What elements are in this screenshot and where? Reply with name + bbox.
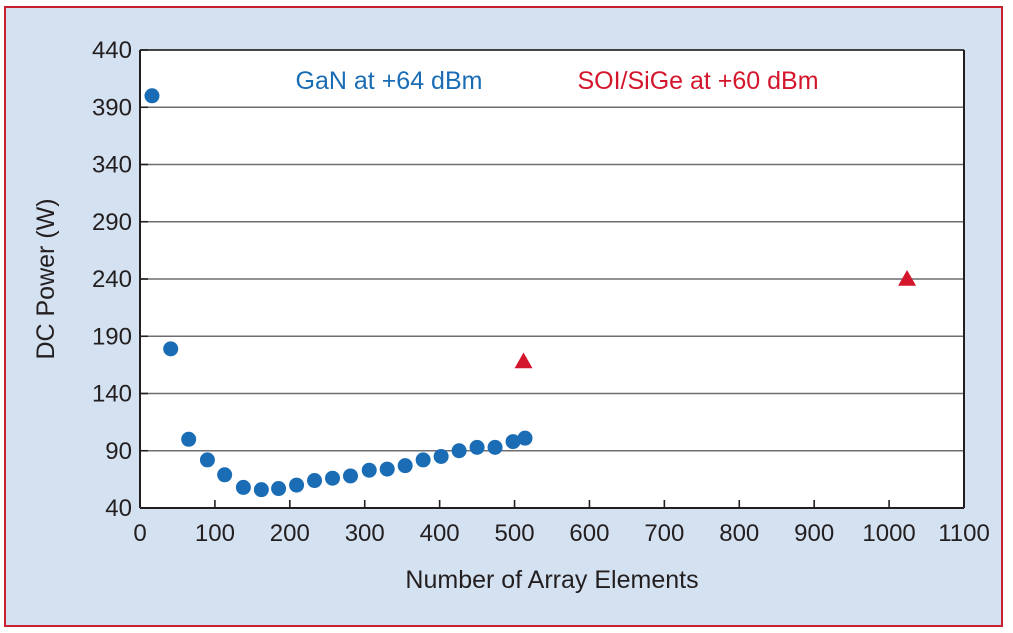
gan-point <box>199 452 215 468</box>
gan-point <box>271 481 287 497</box>
gan-point <box>342 468 358 484</box>
y-tick-label: 290 <box>92 209 132 236</box>
y-tick-label: 40 <box>105 495 132 522</box>
chart-svg: 0 100 200 300 400 500 600 700 800 900 1000 1100 40 90… <box>32 37 990 594</box>
y-tick-label: 440 <box>92 37 132 64</box>
x-tick-label: 800 <box>719 520 759 547</box>
data-marks <box>144 88 917 498</box>
y-tick-label: 390 <box>92 94 132 121</box>
gan-point <box>469 439 485 455</box>
x-tick-label: 700 <box>644 520 684 547</box>
gan-point <box>361 462 377 478</box>
gan-point <box>144 88 160 104</box>
y-tick-label: 90 <box>105 438 132 465</box>
x-tick-label: 0 <box>133 520 146 547</box>
gan-point <box>379 461 395 477</box>
gan-point <box>487 439 503 455</box>
soi-sige-point <box>514 352 533 369</box>
tick-labels: 0 100 200 300 400 500 600 700 800 900 1000 1100 40 90… <box>92 37 990 547</box>
chart-figure: 0 100 200 300 400 500 600 700 800 900 1000 1100 40 90… <box>4 6 1003 627</box>
x-tick-label: 600 <box>569 520 609 547</box>
x-tick-label: 1100 <box>938 520 990 547</box>
legend-gan: GaN at +64 dBm <box>296 67 483 95</box>
y-tick-label: 240 <box>92 266 132 293</box>
gan-point <box>325 470 341 486</box>
x-tick-label: 200 <box>270 520 310 547</box>
legend-soi-sige: SOI/SiGe at +60 dBm <box>577 67 818 95</box>
x-tick-label: 100 <box>195 520 235 547</box>
gan-point <box>433 448 449 464</box>
gan-point <box>415 452 431 468</box>
y-tick-label: 190 <box>92 323 132 350</box>
gan-point <box>517 430 533 446</box>
gan-point <box>217 467 233 483</box>
gan-point <box>397 458 413 474</box>
y-axis-title: DC Power (W) <box>32 198 60 359</box>
soi-sige-point <box>898 270 917 286</box>
y-tick-label: 140 <box>92 381 132 408</box>
gan-point <box>451 443 467 459</box>
gan-point <box>235 479 251 495</box>
x-tick-label: 300 <box>345 520 385 547</box>
axes <box>139 49 965 509</box>
gan-point <box>253 482 269 498</box>
gan-point <box>307 473 323 489</box>
gan-point <box>181 431 197 447</box>
x-tick-label: 500 <box>495 520 535 547</box>
gan-point <box>163 341 179 357</box>
x-tick-label: 400 <box>420 520 460 547</box>
gan-point <box>289 477 305 493</box>
x-axis-title: Number of Array Elements <box>405 566 698 594</box>
x-tick-label: 900 <box>794 520 834 547</box>
x-tick-label: 1000 <box>862 520 915 547</box>
gan-point <box>505 434 521 450</box>
y-tick-label: 340 <box>92 152 132 179</box>
